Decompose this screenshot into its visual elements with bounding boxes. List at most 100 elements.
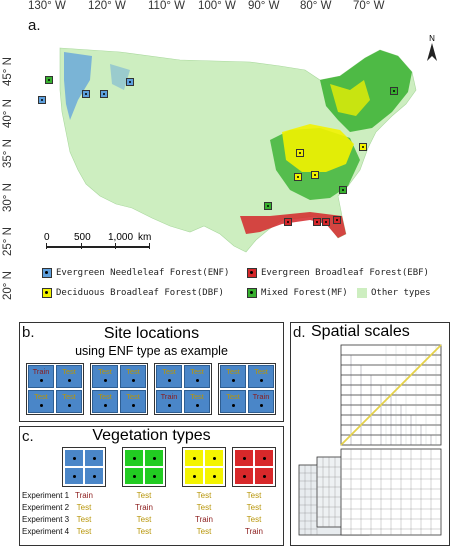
dbf-region <box>330 80 370 116</box>
lat-label: 35° N <box>2 139 14 168</box>
scale-tick: 0 <box>44 232 50 243</box>
legend-label: Evergreen Broadleaf Forest(EBF) <box>261 268 429 278</box>
legend-mf: Mixed Forest(MF) <box>247 288 348 298</box>
ebf-site-marker <box>284 218 292 226</box>
legend-swatch <box>247 268 257 278</box>
site-cell: Test <box>120 365 146 388</box>
site-cell: Test <box>184 390 210 413</box>
scale-tick: 1,000 <box>108 232 134 243</box>
panel-c-title: Vegetation types <box>92 427 211 444</box>
panel-a: 130° W 120° W 110° W 100° W 90° W 80° W … <box>2 0 440 300</box>
north-label: N <box>429 34 435 43</box>
mf-site-marker <box>264 202 272 210</box>
site-cell-label: Test <box>98 367 112 376</box>
legend-dbf: Deciduous Broadleaf Forest(DBF) <box>42 288 224 298</box>
site-cell-label: Test <box>62 392 76 401</box>
experiment-cell: Test <box>196 503 212 512</box>
lon-label: 70° W <box>353 0 385 12</box>
experiment-cell: Train <box>135 503 153 512</box>
scale-tick: 500 <box>74 232 91 243</box>
experiment-cell: Test <box>246 515 262 524</box>
lat-label: 25° N <box>2 227 14 256</box>
experiment-label: Experiment 4 <box>22 527 70 536</box>
experiment-cell: Test <box>76 503 92 512</box>
veg-grid <box>232 447 276 487</box>
lat-label: 30° N <box>2 183 14 212</box>
legend-swatch <box>357 288 367 298</box>
experiment-cell: Test <box>136 491 152 500</box>
veg-cell <box>235 468 253 484</box>
us-forest-map <box>59 47 417 253</box>
lon-label: 110° W <box>148 0 185 12</box>
lon-label: 100° W <box>198 0 236 12</box>
experiment-cell: Test <box>196 491 212 500</box>
panel-d-title: Spatial scales <box>311 323 410 340</box>
site-cell-label: Test <box>162 367 176 376</box>
panel-d: d. Spatial scales <box>290 322 450 546</box>
legend-swatch <box>42 268 52 278</box>
enf-site-marker <box>126 78 134 86</box>
veg-cell <box>185 450 203 466</box>
experiment-cell: Train <box>245 527 263 536</box>
veg-cell <box>255 468 273 484</box>
veg-cell <box>205 468 223 484</box>
site-grid: Test Test Test Train <box>218 363 276 415</box>
panel-b: b. Site locations using ENF type as exam… <box>19 322 284 422</box>
site-cell-label: Test <box>190 367 204 376</box>
experiment-cell: Test <box>196 527 212 536</box>
legend-swatch <box>247 288 257 298</box>
site-cell-label: Test <box>226 367 240 376</box>
site-cell-label: Test <box>254 367 268 376</box>
mf-site-marker <box>390 87 398 95</box>
experiment-cell: Test <box>76 527 92 536</box>
scale-bar: 0 500 1,000 km <box>42 232 172 254</box>
experiment-cell: Train <box>195 515 213 524</box>
lat-label: 45° N <box>2 57 14 86</box>
site-cell-label: Test <box>126 367 140 376</box>
veg-cell <box>145 468 163 484</box>
site-cell-label: Test <box>226 392 240 401</box>
dbf-site-marker <box>359 143 367 151</box>
site-cell: Train <box>248 390 274 413</box>
site-cell: Test <box>92 365 118 388</box>
site-cell: Test <box>184 365 210 388</box>
veg-cell <box>85 468 103 484</box>
site-cell-label: Train <box>160 392 178 401</box>
site-cell-label: Test <box>98 392 112 401</box>
north-arrow: N <box>424 34 440 64</box>
site-grid: Test Test Test Test <box>90 363 148 415</box>
dbf-site-marker <box>294 173 302 181</box>
spatial-scales-graphic <box>298 344 442 536</box>
panel-b-letter: b. <box>22 324 35 341</box>
site-cell-label: Test <box>62 367 76 376</box>
legend-label: Evergreen Needleleaf Forest(ENF) <box>56 268 230 278</box>
dbf-site-marker <box>296 149 304 157</box>
panel-c-letter: c. <box>22 428 34 445</box>
legend-other: Other types <box>357 288 431 298</box>
veg-grid <box>122 447 166 487</box>
experiment-cell: Test <box>76 515 92 524</box>
scale-unit: km <box>138 232 152 243</box>
ebf-site-marker <box>322 218 330 226</box>
enf-site-marker <box>38 96 46 104</box>
experiment-label: Experiment 1 <box>22 491 70 500</box>
site-cell: Test <box>56 365 82 388</box>
enf-site-marker <box>100 90 108 98</box>
mf-site-marker <box>45 76 53 84</box>
ebf-site-marker <box>333 216 341 224</box>
site-cell: Test <box>220 390 246 413</box>
site-cell-label: Train <box>32 367 50 376</box>
ebf-site-marker <box>313 218 321 226</box>
site-cell: Train <box>28 365 54 388</box>
site-cell: Test <box>28 390 54 413</box>
site-cell: Test <box>92 390 118 413</box>
veg-grid <box>182 447 226 487</box>
site-cell: Test <box>248 365 274 388</box>
dbf-region <box>282 124 354 172</box>
site-cell-label: Train <box>252 392 270 401</box>
lat-label: 20° N <box>2 271 14 300</box>
experiment-cell: Train <box>75 491 93 500</box>
site-cell-label: Test <box>190 392 204 401</box>
site-cell: Test <box>56 390 82 413</box>
